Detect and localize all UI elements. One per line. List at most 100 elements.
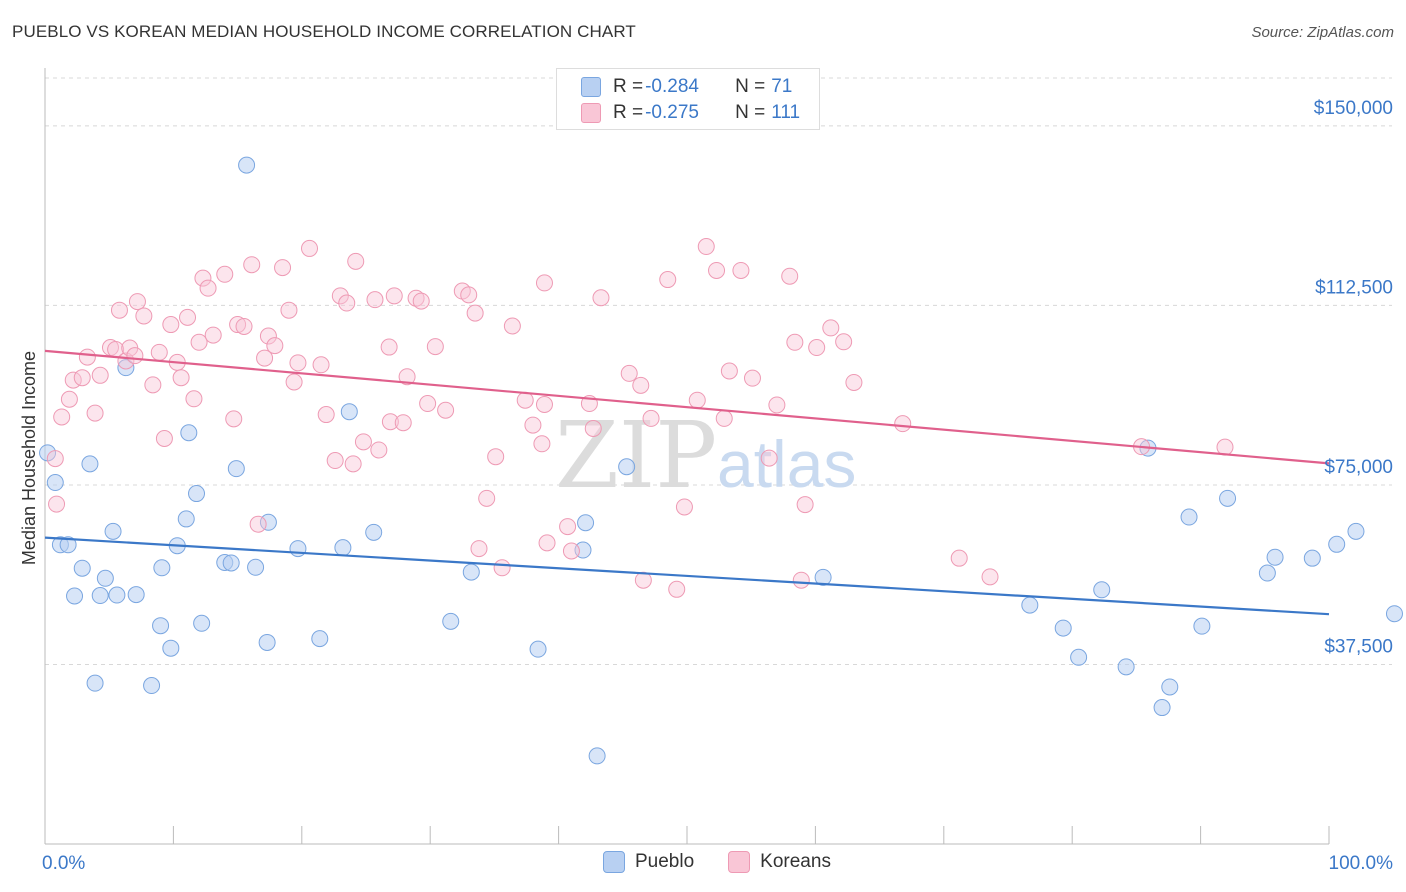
pueblo-point: [588, 747, 606, 765]
koreans-point: [326, 452, 344, 470]
koreans-point: [792, 571, 810, 589]
koreans-point: [426, 338, 444, 356]
koreans-point: [48, 495, 66, 513]
koreans-point: [642, 409, 660, 427]
legend-row-koreans: R = -0.275 N = 111: [581, 101, 800, 125]
koreans-point: [344, 455, 362, 473]
koreans-point: [385, 287, 403, 305]
pueblo-point: [462, 563, 480, 581]
koreans-point: [950, 549, 968, 567]
koreans-point: [822, 319, 840, 337]
koreans-point: [715, 409, 733, 427]
koreans-point: [229, 316, 247, 334]
koreans-n-value: 111: [771, 102, 801, 123]
koreans-point: [720, 362, 738, 380]
pueblo-point: [96, 569, 114, 587]
pueblo-point: [104, 522, 122, 540]
pueblo-point: [442, 612, 460, 630]
koreans-point: [538, 534, 556, 552]
y-tick-label: $37,500: [1324, 636, 1393, 657]
koreans-point: [632, 376, 650, 394]
legend-item-pueblo[interactable]: Pueblo: [603, 851, 694, 873]
koreans-point: [144, 376, 162, 394]
koreans-point: [894, 415, 912, 433]
pueblo-point: [1161, 678, 1179, 696]
legend-item-koreans[interactable]: Koreans: [728, 851, 831, 873]
koreans-point: [533, 435, 551, 453]
koreans-point: [110, 301, 128, 319]
pueblo-point: [46, 474, 64, 492]
pueblo-point: [177, 510, 195, 528]
pueblo-point: [188, 485, 206, 503]
koreans-point: [60, 390, 78, 408]
koreans-point: [503, 317, 521, 335]
pueblo-point: [222, 554, 240, 572]
koreans-point: [366, 291, 384, 309]
koreans-point: [53, 408, 71, 426]
pueblo-point: [59, 536, 77, 554]
y-axis-label: Median Household Income: [19, 351, 39, 565]
koreans-point: [743, 369, 761, 387]
koreans-point: [312, 356, 330, 374]
koreans-point: [835, 333, 853, 351]
pueblo-point: [334, 539, 352, 557]
trend-lines: [44, 349, 1330, 616]
pueblo-point: [247, 558, 265, 576]
koreans-point: [78, 348, 96, 366]
koreans-point: [249, 515, 267, 533]
y-tick-label: $150,000: [1314, 98, 1393, 119]
correlation-legend: R = -0.284 N = 71 R = -0.275 N = 111: [556, 68, 820, 130]
koreans-point: [46, 450, 64, 468]
koreans-point: [562, 542, 580, 560]
koreans-point: [155, 429, 173, 447]
koreans-point: [808, 339, 826, 357]
koreans-point: [204, 326, 222, 344]
pueblo-point: [127, 586, 145, 604]
pueblo-point: [577, 514, 595, 532]
koreans-point: [437, 401, 455, 419]
koreans-point: [493, 559, 511, 577]
pueblo-point: [1303, 549, 1321, 567]
pueblo-point: [289, 540, 307, 558]
pueblo-point: [1021, 596, 1039, 614]
koreans-point: [243, 256, 261, 274]
koreans-trend-line: [44, 349, 1330, 465]
koreans-point: [91, 366, 109, 384]
koreans-point: [675, 498, 693, 516]
koreans-point: [235, 317, 253, 335]
pueblo-point: [1328, 535, 1346, 553]
pueblo-point: [618, 458, 636, 476]
pueblo-point: [365, 523, 383, 541]
pueblo-point: [1193, 617, 1211, 635]
pueblo-r-label: R =: [613, 76, 644, 97]
koreans-point: [331, 287, 349, 305]
koreans-point: [697, 238, 715, 256]
pueblo-point: [162, 639, 180, 657]
pueblo-point: [311, 630, 329, 648]
koreans-point: [347, 252, 365, 270]
koreans-point: [535, 396, 553, 414]
koreans-point: [150, 343, 168, 361]
pueblo-point: [1070, 648, 1088, 666]
pueblo-point: [238, 156, 256, 174]
koreans-point: [179, 308, 197, 326]
pueblo-trend-line: [44, 536, 1330, 616]
pueblo-point: [1266, 548, 1284, 566]
koreans-point: [584, 419, 602, 437]
koreans-point: [274, 259, 292, 277]
pueblo-legend-label: Pueblo: [635, 851, 695, 872]
chart-title: PUEBLO VS KOREAN MEDIAN HOUSEHOLD INCOME…: [12, 22, 636, 41]
koreans-point: [412, 292, 430, 310]
pueblo-point: [108, 586, 126, 604]
koreans-point: [524, 416, 542, 434]
axis-labels: $37,500 $75,000 $112,500 $150,000 0.0% 100.0%…: [19, 98, 1393, 874]
koreans-point: [407, 289, 425, 307]
pueblo-point: [814, 568, 832, 586]
koreans-point: [185, 390, 203, 408]
pueblo-point: [258, 633, 276, 651]
koreans-point: [559, 518, 577, 536]
pueblo-point: [81, 455, 99, 473]
koreans-point: [592, 289, 610, 307]
koreans-point: [380, 338, 398, 356]
